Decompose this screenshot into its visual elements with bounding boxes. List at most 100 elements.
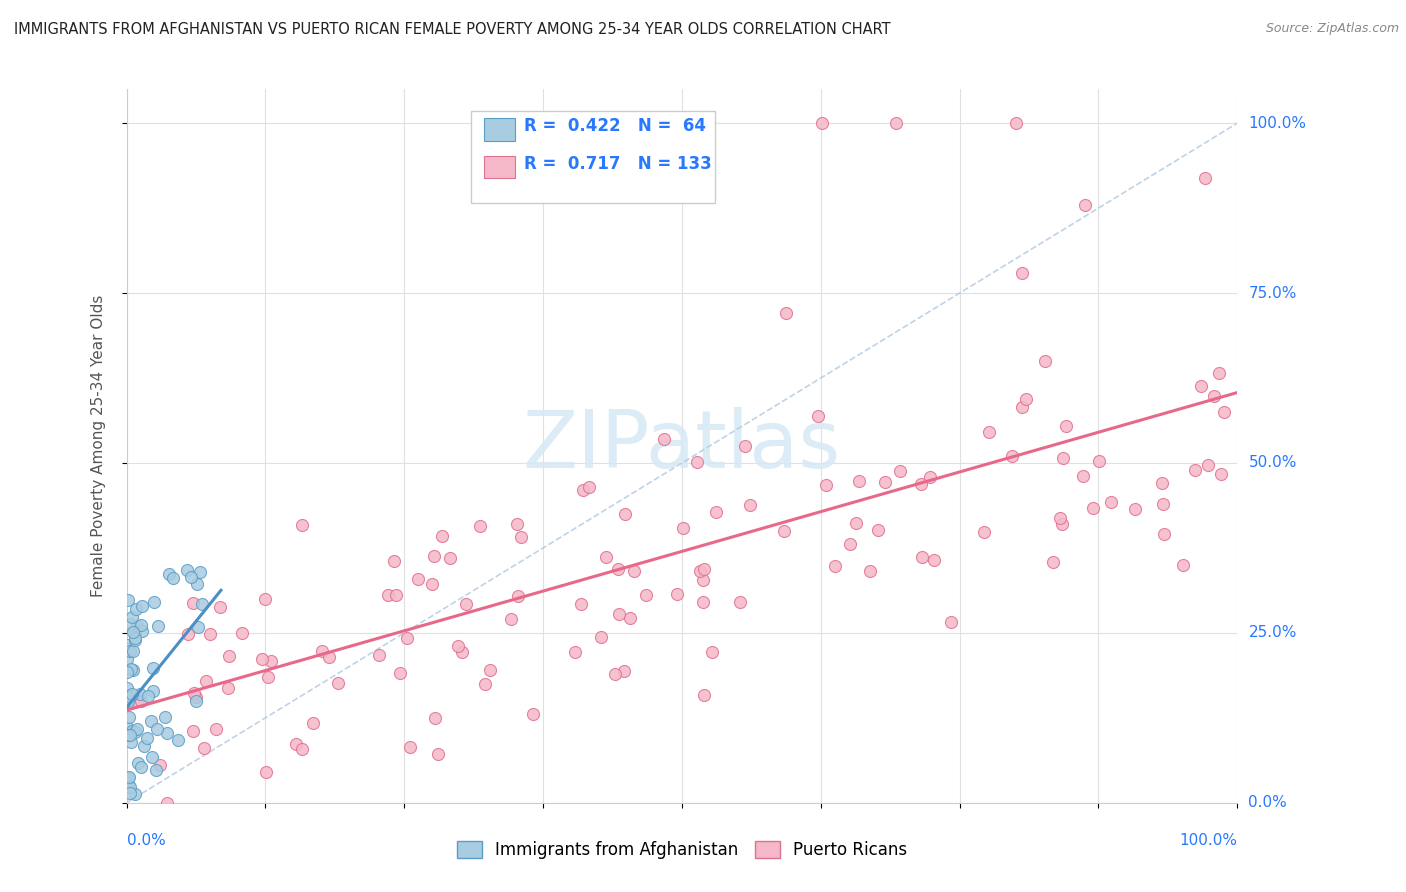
Point — [382, 554, 405, 568]
Point — [125, 602, 148, 616]
Point — [122, 663, 145, 677]
Point — [209, 599, 232, 614]
Point — [501, 612, 523, 626]
Point — [115, 681, 138, 695]
Point — [124, 724, 146, 739]
Point — [129, 617, 152, 632]
FancyBboxPatch shape — [471, 111, 716, 203]
Point — [420, 577, 443, 591]
Point — [311, 644, 333, 658]
Point — [479, 663, 502, 677]
Point — [1004, 116, 1026, 130]
Point — [406, 572, 429, 586]
Point — [838, 537, 860, 551]
Point — [439, 550, 461, 565]
Point — [1015, 392, 1038, 407]
Point — [117, 693, 139, 707]
Point — [367, 648, 389, 662]
Point — [142, 660, 165, 674]
Point — [884, 116, 907, 130]
Point — [692, 573, 714, 587]
Point — [121, 723, 143, 738]
Point — [889, 464, 911, 478]
Point — [125, 723, 148, 737]
Point — [180, 570, 202, 584]
Point — [522, 706, 544, 721]
Point — [702, 645, 724, 659]
Point — [773, 524, 796, 539]
Text: 100.0%: 100.0% — [1249, 116, 1306, 131]
Point — [142, 684, 165, 698]
Point — [636, 588, 658, 602]
Point — [977, 425, 1000, 440]
Point — [866, 523, 889, 537]
Point — [139, 714, 162, 729]
Point — [396, 631, 419, 645]
Point — [922, 553, 945, 567]
Point — [136, 690, 159, 704]
Point — [187, 620, 209, 634]
Point — [1208, 367, 1230, 381]
Text: 75.0%: 75.0% — [1249, 285, 1296, 301]
Point — [117, 593, 139, 607]
Point — [824, 559, 846, 574]
Point — [141, 750, 163, 764]
Point — [398, 740, 420, 755]
Point — [706, 505, 728, 519]
Point — [125, 694, 148, 708]
Point — [124, 631, 146, 645]
Point — [127, 756, 149, 771]
Text: 0.0%: 0.0% — [1249, 796, 1286, 810]
Point — [157, 567, 180, 582]
Point — [252, 652, 274, 666]
Point — [218, 648, 240, 663]
Point — [143, 595, 166, 609]
Point — [430, 529, 453, 543]
Point — [124, 787, 146, 801]
FancyBboxPatch shape — [484, 156, 515, 178]
Point — [318, 650, 340, 665]
Point — [873, 475, 896, 489]
Point — [605, 667, 627, 681]
Point — [231, 625, 253, 640]
Point — [692, 595, 714, 609]
Point — [569, 598, 592, 612]
Point — [217, 681, 239, 696]
Point — [506, 517, 529, 532]
Point — [118, 616, 141, 631]
Point — [117, 728, 139, 742]
Point — [118, 786, 141, 800]
Point — [1052, 451, 1074, 466]
Point — [425, 711, 447, 725]
Point — [775, 306, 797, 320]
Point — [117, 642, 139, 657]
Point — [665, 587, 688, 601]
Point — [607, 607, 630, 622]
Y-axis label: Female Poverty Among 25-34 Year Olds: Female Poverty Among 25-34 Year Olds — [91, 295, 105, 597]
Point — [918, 470, 941, 484]
Point — [595, 550, 617, 565]
Point — [257, 670, 280, 684]
Point — [186, 577, 208, 591]
Point — [124, 624, 146, 639]
Point — [117, 721, 139, 735]
Point — [131, 624, 153, 638]
Point — [1071, 469, 1094, 483]
Point — [911, 550, 934, 565]
Point — [941, 615, 963, 629]
Point — [194, 673, 217, 688]
Point — [1209, 467, 1232, 481]
Point — [607, 562, 630, 576]
Point — [193, 740, 215, 755]
Point — [120, 728, 142, 742]
Point — [848, 475, 870, 489]
Point — [205, 723, 228, 737]
Point — [1049, 511, 1071, 525]
Point — [117, 770, 139, 784]
Point — [181, 596, 204, 610]
Point — [115, 638, 138, 652]
Point — [191, 598, 214, 612]
Point — [692, 562, 714, 576]
Point — [129, 687, 152, 701]
Point — [685, 455, 707, 469]
